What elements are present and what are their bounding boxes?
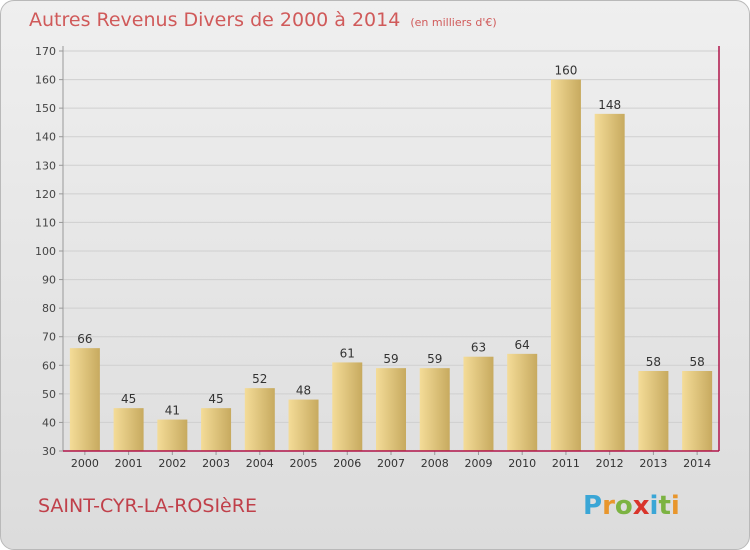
bar bbox=[419, 368, 450, 451]
bar bbox=[332, 362, 363, 451]
bar bbox=[638, 371, 669, 451]
bar bbox=[507, 353, 538, 451]
x-tick-label: 2011 bbox=[552, 457, 580, 470]
bar bbox=[376, 368, 406, 451]
x-tick-label: 2012 bbox=[596, 457, 624, 470]
y-tick-label: 80 bbox=[42, 302, 56, 315]
bar bbox=[288, 399, 319, 451]
data-label: 160 bbox=[554, 64, 577, 78]
bar bbox=[594, 113, 625, 451]
logo-letter: o bbox=[614, 491, 633, 521]
x-tick-label: 2004 bbox=[246, 457, 274, 470]
logo-letter: r bbox=[602, 491, 615, 521]
data-label: 61 bbox=[340, 346, 355, 360]
x-tick-label: 2005 bbox=[290, 457, 318, 470]
x-tick-label: 2002 bbox=[158, 457, 186, 470]
bars: 66 45 41 45 52 48 61 59 59 63 64 160 148 58 58 bbox=[69, 64, 713, 452]
logo-letter: i bbox=[670, 491, 680, 521]
y-tick-label: 170 bbox=[35, 45, 56, 58]
data-label: 64 bbox=[515, 338, 530, 352]
x-tick-label: 2013 bbox=[639, 457, 667, 470]
data-label: 45 bbox=[121, 392, 136, 406]
chart-title: Autres Revenus Divers de 2000 à 2014 (en… bbox=[29, 9, 497, 31]
data-label: 59 bbox=[383, 352, 398, 366]
data-label: 48 bbox=[296, 384, 311, 398]
y-tick-label: 110 bbox=[35, 216, 56, 229]
data-label: 66 bbox=[77, 332, 92, 346]
bar bbox=[157, 419, 188, 451]
chart-unit: (en milliers d'€) bbox=[410, 16, 497, 29]
data-label: 41 bbox=[165, 404, 180, 418]
bar bbox=[682, 371, 713, 451]
data-label: 52 bbox=[252, 372, 267, 386]
y-tick-label: 50 bbox=[42, 388, 56, 401]
y-tick-label: 30 bbox=[42, 445, 56, 458]
data-label: 148 bbox=[598, 98, 621, 112]
logo-letter: t bbox=[658, 491, 671, 521]
bar bbox=[113, 408, 144, 451]
bar bbox=[69, 348, 100, 451]
x-tick-label: 2000 bbox=[71, 457, 99, 470]
data-label: 59 bbox=[427, 352, 442, 366]
x-tick-label: 2014 bbox=[683, 457, 711, 470]
bar bbox=[201, 408, 232, 451]
x-tick-label: 2007 bbox=[377, 457, 405, 470]
y-tick-label: 40 bbox=[42, 416, 56, 429]
bar bbox=[244, 388, 275, 451]
proxiti-logo[interactable]: Proxiti bbox=[583, 491, 680, 521]
bar bbox=[463, 356, 494, 451]
y-tick-label: 70 bbox=[42, 331, 56, 344]
chart-title-text: Autres Revenus Divers de 2000 à 2014 bbox=[29, 9, 401, 31]
x-tick-label: 2009 bbox=[464, 457, 492, 470]
axes: 30 40 50 60 70 80 90 100 110 120 130 140 150 160 170 20… bbox=[35, 45, 720, 470]
x-tick-label: 2008 bbox=[421, 457, 449, 470]
data-label: 63 bbox=[471, 341, 486, 355]
x-tick-label: 2003 bbox=[202, 457, 230, 470]
data-label: 45 bbox=[208, 392, 223, 406]
y-tick-label: 100 bbox=[35, 245, 56, 258]
bar bbox=[550, 79, 581, 452]
y-tick-label: 130 bbox=[35, 159, 56, 172]
y-tick-label: 120 bbox=[35, 188, 56, 201]
y-tick-label: 140 bbox=[35, 131, 56, 144]
x-tick-label: 2001 bbox=[115, 457, 143, 470]
y-tick-label: 90 bbox=[42, 274, 56, 287]
logo-letter: x bbox=[632, 491, 650, 521]
y-tick-label: 150 bbox=[35, 102, 56, 115]
logo-letter: P bbox=[583, 491, 603, 521]
x-tick-label: 2006 bbox=[333, 457, 361, 470]
data-label: 58 bbox=[646, 355, 661, 369]
x-tick-label: 2010 bbox=[508, 457, 536, 470]
logo-letter: i bbox=[649, 491, 659, 521]
y-tick-label: 160 bbox=[35, 74, 56, 87]
y-tick-label: 60 bbox=[42, 359, 56, 372]
data-label: 58 bbox=[689, 355, 704, 369]
place-name: SAINT-CYR-LA-ROSIèRE bbox=[38, 495, 257, 517]
